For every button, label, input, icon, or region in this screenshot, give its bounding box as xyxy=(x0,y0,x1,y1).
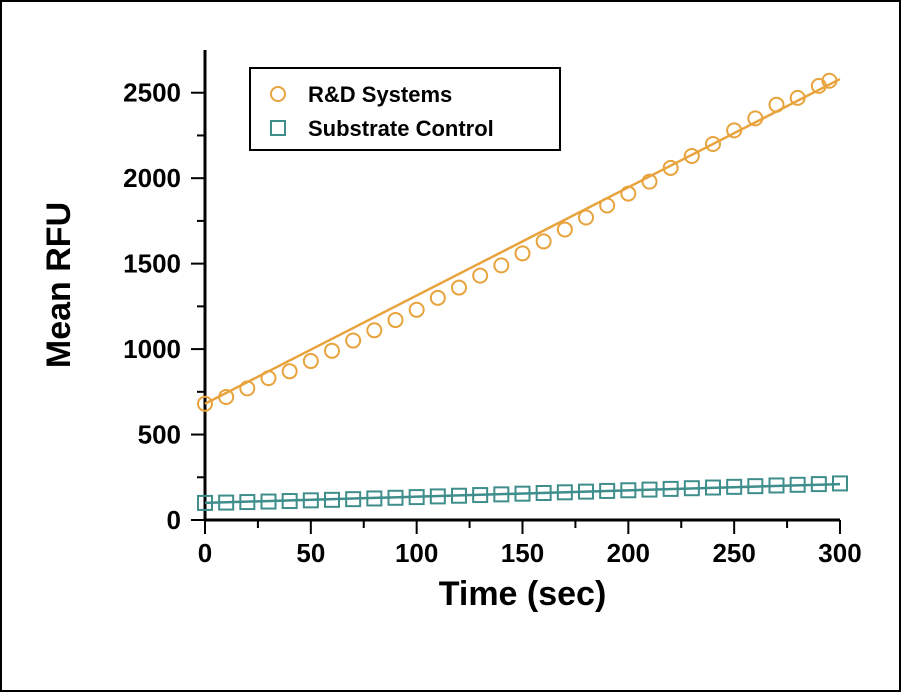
x-tick-label: 200 xyxy=(607,538,650,568)
x-tick-label: 0 xyxy=(198,538,212,568)
y-tick-label: 0 xyxy=(167,505,181,535)
legend-label: R&D Systems xyxy=(308,82,452,107)
y-tick-label: 2000 xyxy=(123,163,181,193)
y-tick-label: 2500 xyxy=(123,78,181,108)
kinetics-chart: 0 50 100 150 200 250 300 0 500 1000 1500 2000 2500 Ti… xyxy=(0,0,901,692)
y-axis-label: Mean RFU xyxy=(40,202,78,368)
x-tick-label: 300 xyxy=(818,538,861,568)
x-tick-label: 250 xyxy=(712,538,755,568)
y-tick-label: 1000 xyxy=(123,334,181,364)
y-tick-label: 500 xyxy=(138,420,181,450)
legend-label: Substrate Control xyxy=(308,116,494,141)
x-tick-label: 50 xyxy=(296,538,325,568)
x-tick-label: 150 xyxy=(501,538,544,568)
x-axis-label: Time (sec) xyxy=(439,575,607,613)
x-tick-label: 100 xyxy=(395,538,438,568)
y-tick-label: 1500 xyxy=(123,249,181,279)
chart-container: 0 50 100 150 200 250 300 0 500 1000 1500 2000 2500 Ti… xyxy=(0,0,901,692)
